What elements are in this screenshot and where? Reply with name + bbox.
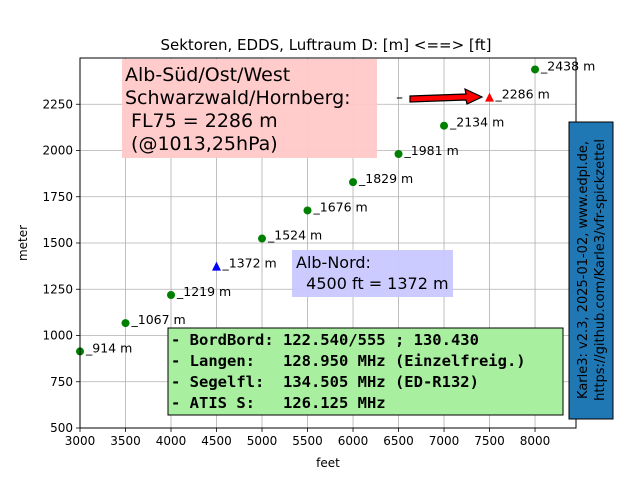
- data-point-triangle: [212, 261, 222, 271]
- annotation-line: Alb-Süd/Ost/West: [125, 64, 290, 86]
- data-label: _1067 m: [131, 312, 186, 327]
- annotation-nord: Alb-Nord: 4500 ft = 1372 m: [292, 250, 453, 297]
- annotation-line: - Segelfl: 134.505 MHz (ED-R132): [171, 373, 479, 391]
- arrow-tick: –: [396, 90, 403, 106]
- data-point: [394, 150, 403, 159]
- y-axis-label: meter: [16, 225, 30, 261]
- arrow: –: [396, 87, 484, 106]
- y-tick-label: 1250: [42, 282, 73, 296]
- data-label: _2134 m: [449, 115, 504, 130]
- side-line: https://github.com/Karle3/vfr-spickzette…: [593, 139, 608, 401]
- data-label: _1219 m: [176, 284, 231, 299]
- y-tick-label: 750: [50, 375, 73, 389]
- annotation-line: Alb-Nord:: [296, 253, 371, 272]
- y-axis: 500 750 1000 1250 1500 1750 2000 2250: [42, 97, 80, 435]
- data-label: _2438 m: [540, 58, 595, 73]
- arrow-shape: [409, 87, 484, 105]
- data-point: [303, 206, 312, 215]
- x-tick-label: 8000: [520, 434, 551, 448]
- annotation-box: [167, 327, 564, 416]
- x-tick-label: 7500: [474, 434, 505, 448]
- x-tick-label: 5000: [247, 434, 278, 448]
- data-point: [531, 65, 540, 74]
- annotation-line: - BordBord: 122.540/555 ; 130.430: [171, 331, 479, 349]
- y-tick-label: 1000: [42, 329, 73, 343]
- x-tick-label: 4500: [201, 434, 232, 448]
- data-point: [258, 234, 267, 243]
- annotation-line: 4500 ft = 1372 m: [296, 274, 449, 293]
- x-axis-label: feet: [316, 456, 340, 470]
- x-axis: 3000 3500 4000 4500 5000 5500 6000 6500 7000 7500…: [65, 428, 551, 448]
- side-line: Karle3: v2.3, 2025-01-02, www.edpl.de,: [576, 141, 591, 399]
- chart-title: Sektoren, EDDS, Luftraum D: [m] <==> [ft…: [160, 36, 491, 54]
- data-label: _1372 m: [222, 256, 277, 271]
- side-credits: Karle3: v2.3, 2025-01-02, www.edpl.de, ht…: [568, 121, 614, 420]
- annotation-line: - Langen: 128.950 MHz (Einzelfreig.): [171, 352, 526, 370]
- data-point: [349, 178, 358, 187]
- annotation-box: [292, 250, 453, 297]
- x-tick-label: 5500: [292, 434, 323, 448]
- x-tick-label: 7000: [429, 434, 460, 448]
- annotation-line: Schwarzwald/Hornberg:: [125, 87, 351, 109]
- data-points: _914 m _1067 m _1219 m _1372 m _1524 m _1676 …: [76, 58, 595, 356]
- data-label: _1981 m: [404, 143, 459, 158]
- side-box: [568, 121, 614, 420]
- y-tick-label: 2000: [42, 144, 73, 158]
- data-label: _1676 m: [313, 199, 368, 214]
- data-point-triangle: [485, 92, 495, 102]
- y-tick-label: 1500: [42, 236, 73, 250]
- annotation-line: (@1013,25hPa): [125, 133, 278, 155]
- y-tick-label: 2250: [42, 97, 73, 111]
- y-tick-label: 1750: [42, 190, 73, 204]
- x-tick-label: 3500: [110, 434, 141, 448]
- annotation-line: - ATIS S: 126.125 MHz: [171, 394, 386, 412]
- annotation-freq: - BordBord: 122.540/555 ; 130.430 - Lange…: [167, 327, 564, 416]
- x-tick-label: 3000: [65, 434, 96, 448]
- annotation-box: [122, 59, 377, 158]
- annotation-line: FL75 = 2286 m: [125, 110, 278, 132]
- data-label: _1829 m: [358, 171, 413, 186]
- x-tick-label: 6000: [338, 434, 369, 448]
- data-point: [440, 121, 449, 130]
- x-tick-label: 4000: [156, 434, 187, 448]
- data-point: [121, 319, 130, 328]
- data-label: _2286 m: [495, 87, 550, 102]
- data-label: _1524 m: [267, 228, 322, 243]
- data-point: [167, 290, 176, 299]
- x-tick-label: 6500: [383, 434, 414, 448]
- data-label: _914 m: [85, 340, 132, 355]
- y-tick-label: 500: [50, 421, 73, 435]
